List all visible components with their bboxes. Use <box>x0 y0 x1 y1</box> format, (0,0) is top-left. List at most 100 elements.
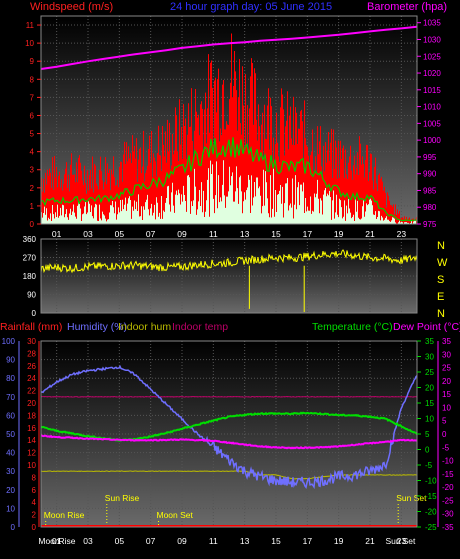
rainfall-label: Rainfall (mm) <box>0 321 62 333</box>
dew-point-tick-label: -10 <box>442 457 454 466</box>
wind-hour-label: 17 <box>303 229 313 239</box>
humidity-tick-label: 80 <box>6 374 15 383</box>
indoor-temp-line <box>41 395 418 398</box>
direction-grid <box>41 238 417 314</box>
direction-tick-label: 0 <box>32 309 37 318</box>
climate-grid <box>41 340 417 528</box>
dew-point-tick-label: 5 <box>442 417 447 426</box>
barometer-line <box>40 25 418 70</box>
humidity-tick-label: 60 <box>6 411 15 420</box>
temperature-tick-label: 35 <box>425 337 434 346</box>
baro-tick-label: 985 <box>423 186 437 195</box>
climate-hour-label: Moon <box>38 536 60 546</box>
windspeed-title: Windspeed (m/s) <box>30 1 113 13</box>
sun-rise-label: Sun Rise <box>105 493 140 503</box>
wind-hour-label: 15 <box>271 229 281 239</box>
rain-tick-label: 0 <box>32 523 37 532</box>
compass-label: N <box>437 240 445 252</box>
climate-hour-label: 13 <box>240 536 250 546</box>
dew-point-tick-label: 15 <box>442 390 451 399</box>
temperature-tick-label: 5 <box>425 430 430 439</box>
dew-point-tick-label: 25 <box>442 364 451 373</box>
moon-rise-label: Moon Rise <box>44 510 85 520</box>
moon-set-label: Moon Set <box>157 510 194 520</box>
dew-point-tick-label: -35 <box>442 523 454 532</box>
wind-tick-label: 6 <box>30 111 35 120</box>
wind-hour-label: 11 <box>209 229 218 239</box>
rain-tick-label: 24 <box>27 374 36 383</box>
climate-hour-label: 11 <box>209 536 218 546</box>
indoor-hum-label: Indoor hum <box>118 321 171 333</box>
climate-hour-label: 03 <box>83 536 93 546</box>
compass-label: W <box>437 257 448 269</box>
barometer-title: Barometer (hpa) <box>367 1 447 13</box>
climate-hour-label: 19 <box>334 536 344 546</box>
rain-tick-label: 8 <box>32 473 37 482</box>
wind-tick-label: 8 <box>30 75 35 84</box>
rain-tick-label: 18 <box>27 411 36 420</box>
direction-series <box>40 249 418 312</box>
climate-hour-label: 21 <box>365 536 375 546</box>
baro-tick-label: 1015 <box>423 86 441 95</box>
humidity-tick-label: 50 <box>6 430 15 439</box>
humidity-tick-label: 10 <box>6 504 15 513</box>
wind-hour-label: 03 <box>83 229 93 239</box>
baro-tick-label: 995 <box>423 153 437 162</box>
dew-point-label: Dew Point (°C) <box>393 321 460 333</box>
wind-series <box>40 25 418 224</box>
baro-tick-label: 1020 <box>423 69 441 78</box>
dew-point-tick-label: 30 <box>442 350 451 359</box>
wind-tick-label: 11 <box>26 21 35 30</box>
climate-series: Moon Rise Sun Rise Moon Set Sun Set <box>40 364 427 527</box>
direction-tick-label: 90 <box>27 291 36 300</box>
direction-tick-label: 270 <box>23 254 37 263</box>
temperature-tick-label: 0 <box>425 446 430 455</box>
climate-hour-label: 23 <box>397 536 407 546</box>
temperature-tick-label: 30 <box>425 353 434 362</box>
wind-panel-border <box>40 15 418 225</box>
rain-tick-label: 16 <box>27 424 36 433</box>
humidity-tick-label: 20 <box>6 486 15 495</box>
temperature-tick-label: -5 <box>425 461 433 470</box>
baro-tick-label: 980 <box>423 203 437 212</box>
baro-tick-label: 990 <box>423 170 437 179</box>
avg-wind-line <box>41 137 418 222</box>
wind-hour-label: 07 <box>146 229 156 239</box>
dew-point-line <box>40 434 418 450</box>
dew-point-tick-label: -30 <box>442 510 454 519</box>
temperature-tick-label: -25 <box>425 523 437 532</box>
humidity-tick-label: 0 <box>11 523 16 532</box>
rain-tick-label: 10 <box>27 461 36 470</box>
humidity-tick-label: 90 <box>6 356 15 365</box>
compass-label: S <box>437 274 444 286</box>
baro-tick-label: 1030 <box>423 35 441 44</box>
rain-tick-label: 30 <box>27 337 36 346</box>
sun-set-label: Sun Set <box>396 493 427 503</box>
humidity-tick-label: 40 <box>6 449 15 458</box>
humidity-label: Humidity (%) <box>67 321 127 333</box>
rain-tick-label: 4 <box>32 498 37 507</box>
humidity-tick-label: 30 <box>6 467 15 476</box>
wind-tick-label: 9 <box>30 57 35 66</box>
temperature-tick-label: 25 <box>425 368 434 377</box>
dew-point-tick-label: -15 <box>442 470 454 479</box>
direction-line <box>40 249 418 274</box>
dew-point-tick-label: 0 <box>442 430 447 439</box>
climate-hour-label: Set <box>403 536 416 546</box>
rain-tick-label: 12 <box>27 449 36 458</box>
temperature-tick-label: 20 <box>425 384 434 393</box>
climate-hour-label: 15 <box>271 536 281 546</box>
climate-hour-label: 09 <box>177 536 187 546</box>
climate-hour-label: Sun <box>385 536 400 546</box>
climate-hour-label: Rise <box>58 536 75 546</box>
climate-ticks: 0102030405060708090100024681012141618202… <box>2 337 454 546</box>
dew-point-tick-label: 35 <box>442 337 451 346</box>
indoor-hum-line <box>40 470 418 480</box>
direction-panel-border <box>40 238 418 314</box>
temperature-tick-label: -10 <box>425 477 437 486</box>
baro-tick-label: 1005 <box>423 119 441 128</box>
temperature-label: Temperature (°C) <box>312 321 393 333</box>
